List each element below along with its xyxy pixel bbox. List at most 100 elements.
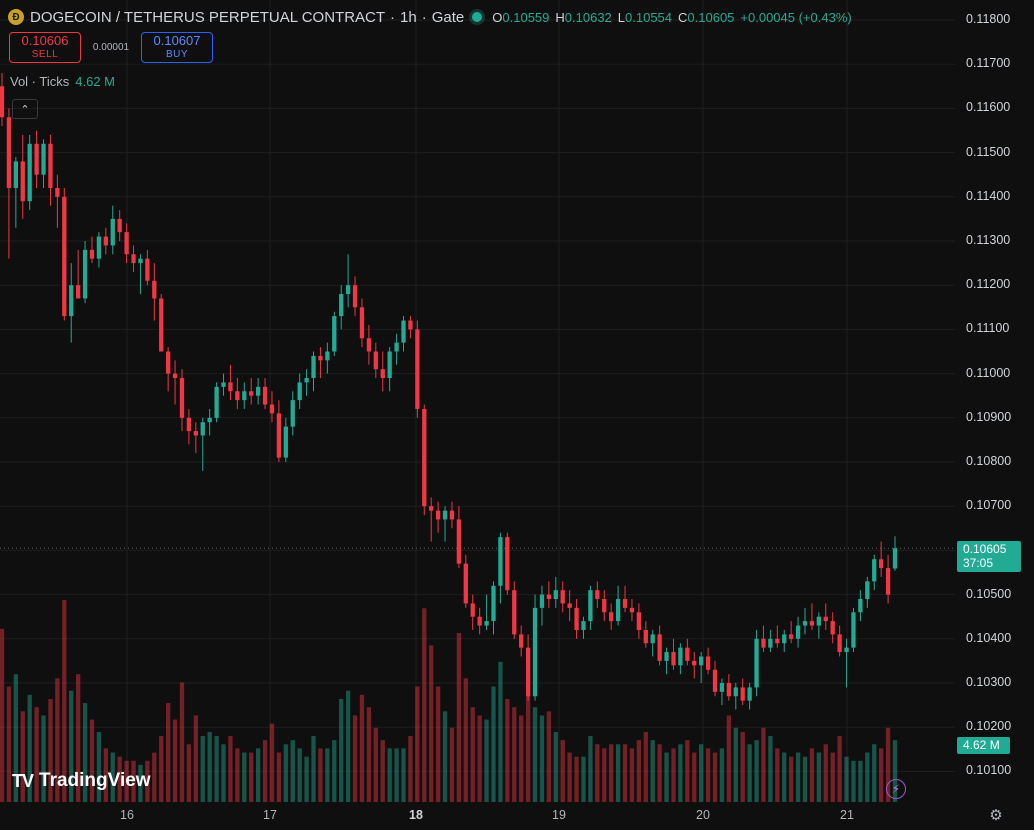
interval[interactable]: 1h — [400, 8, 417, 26]
candle-body — [13, 161, 18, 188]
candle-body — [0, 86, 5, 118]
candle-body — [235, 391, 240, 401]
volume-bar — [505, 698, 510, 802]
sell-button[interactable]: 0.10606 SELL — [9, 32, 81, 63]
candle — [726, 674, 732, 701]
volume-value-tag: 4.62 M — [957, 737, 1010, 754]
volume-bar — [456, 632, 462, 802]
volume-bar — [304, 756, 309, 802]
candle — [595, 581, 600, 608]
candle — [789, 621, 794, 644]
candle — [837, 625, 842, 657]
candle — [678, 643, 683, 675]
candle — [55, 174, 60, 228]
candle — [255, 378, 261, 405]
volume-bar — [186, 744, 192, 802]
candles — [0, 73, 898, 710]
candle — [747, 683, 752, 710]
volume-bar — [809, 748, 815, 802]
volume-bar — [249, 752, 254, 802]
candle — [636, 603, 642, 639]
candle-body — [477, 616, 482, 626]
candle-body — [809, 621, 815, 626]
candle-body — [48, 143, 53, 188]
price-tick-label: 0.10500 — [966, 586, 1012, 601]
candle-body — [726, 683, 732, 697]
candle-body — [401, 320, 406, 343]
candle — [325, 342, 330, 374]
candle-body — [435, 510, 441, 520]
candle — [262, 378, 268, 409]
volume-bar — [525, 674, 531, 802]
settings-gear-icon[interactable]: ⚙ — [989, 807, 1003, 824]
candle — [62, 187, 67, 321]
ohlc-values: O0.10559 H0.10632 L0.10554 C0.10605 +0.0… — [492, 9, 852, 25]
spread-value: 0.00001 — [92, 42, 130, 53]
volume-bar — [484, 719, 489, 802]
candle — [304, 369, 309, 396]
volume-bar — [622, 744, 628, 802]
candle-body — [615, 599, 621, 622]
candle — [235, 378, 240, 409]
candle-body — [62, 196, 67, 317]
candle-body — [816, 616, 821, 626]
market-status-icon[interactable] — [472, 12, 483, 22]
candle-body — [692, 660, 697, 666]
candle — [560, 581, 565, 613]
candle-body — [394, 342, 399, 352]
candle-body — [747, 687, 752, 701]
volume-bar — [214, 736, 219, 802]
candle-body — [525, 647, 531, 697]
volume-bar — [110, 752, 115, 802]
candle-body — [214, 386, 219, 418]
candle-body — [830, 621, 835, 635]
candle-body — [768, 638, 773, 648]
volume-bar — [664, 752, 669, 802]
volume-legend[interactable]: Vol · Ticks 4.62 M — [10, 74, 115, 89]
collapse-legend-button[interactable]: ⌃ — [12, 99, 38, 119]
candle-body — [622, 599, 628, 608]
buy-button[interactable]: 0.10607 BUY — [141, 32, 213, 63]
time-tick-label: 18 — [409, 808, 423, 822]
volume-bar — [470, 707, 475, 802]
candle — [802, 607, 808, 635]
symbol-title[interactable]: DOGECOIN / TETHERUS PERPETUAL CONTRACT — [30, 8, 386, 26]
candle — [685, 638, 690, 666]
price-tick-label: 0.11400 — [966, 188, 1011, 203]
candle-body — [851, 612, 856, 648]
candle — [20, 134, 25, 219]
volume-bar — [89, 719, 95, 802]
candle — [276, 400, 282, 462]
candle — [830, 612, 835, 644]
tradingview-logo[interactable]: TV TradingView — [12, 770, 151, 791]
candle-body — [532, 607, 538, 697]
volume-bar — [34, 707, 39, 802]
volume-bar — [671, 748, 676, 802]
candle-body — [664, 652, 669, 661]
volume-bar — [228, 736, 233, 802]
volume-bar — [830, 752, 835, 802]
candle-body — [429, 506, 434, 511]
candle-body — [117, 218, 122, 233]
lightning-icon[interactable]: ⚡ — [886, 779, 906, 799]
candle-body — [442, 510, 448, 520]
volume-bar — [242, 752, 247, 802]
candle — [124, 223, 129, 264]
volume-bar — [179, 682, 185, 802]
volume-bar — [373, 727, 378, 802]
volume-bar — [145, 760, 150, 802]
candle — [152, 263, 157, 321]
candle-body — [186, 417, 192, 432]
exchange: Gate — [431, 8, 465, 26]
candle — [76, 249, 81, 299]
candle — [858, 590, 863, 622]
candle — [539, 585, 545, 626]
time-tick-label: 16 — [120, 808, 134, 822]
candle-body — [699, 656, 704, 666]
volume-bar — [339, 698, 344, 802]
candle — [657, 625, 662, 666]
volume-bar — [345, 690, 351, 802]
volume-bar — [712, 752, 718, 802]
candle-body — [255, 386, 261, 396]
